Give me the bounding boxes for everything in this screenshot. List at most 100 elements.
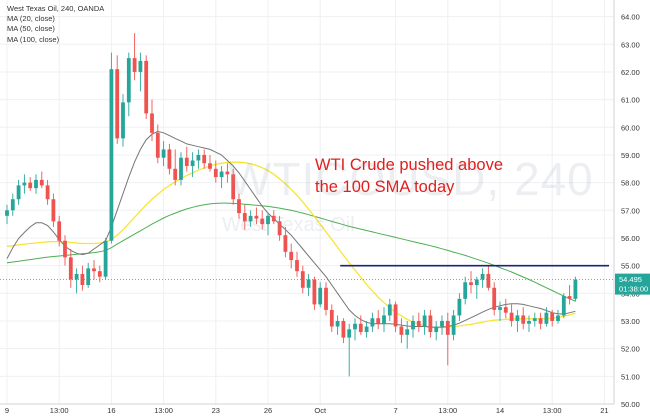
ma20-line <box>6 130 576 328</box>
candle-body <box>486 273 491 288</box>
candle-body <box>428 315 433 333</box>
chart-annotation: WTI Crude pushed above the 100 SMA today <box>315 154 503 198</box>
candle-body <box>515 315 520 321</box>
candle-body <box>370 318 375 327</box>
candle-body <box>155 132 160 158</box>
candle-body <box>544 312 549 324</box>
candlesticks <box>5 33 578 377</box>
candle-body <box>173 168 178 180</box>
candle-body <box>161 149 166 158</box>
ma50-line <box>6 161 576 329</box>
candle-body <box>480 273 485 280</box>
candle-body <box>399 326 404 335</box>
candle-body <box>283 235 288 252</box>
grid-lines <box>0 0 614 405</box>
candle-body <box>532 318 537 321</box>
last-price-value: 54.495 <box>619 275 642 284</box>
y-tick-label: 59.00 <box>621 151 640 160</box>
candle-body <box>190 160 195 167</box>
x-tick-label: 23 <box>212 406 220 415</box>
time-axis[interactable]: 9 13:00 16 13:00 23 26 Oct 7 13:00 14 13:00 21 <box>0 403 614 415</box>
candle-body <box>503 307 508 313</box>
candle-body <box>405 329 410 335</box>
candle-body <box>103 240 108 277</box>
candle-body <box>45 185 50 200</box>
x-tick-label: 13:00 <box>543 406 562 415</box>
candle-body <box>202 154 207 164</box>
last-price-badge <box>615 273 650 295</box>
candle-body <box>231 174 236 200</box>
y-tick-label: 52.00 <box>621 345 640 354</box>
annotation-line-1: WTI Crude pushed above <box>315 156 504 174</box>
candle-body <box>387 304 392 316</box>
candle-body <box>312 279 317 305</box>
candle-body <box>457 298 462 316</box>
candle-body <box>463 282 468 299</box>
candle-body <box>422 315 427 327</box>
x-tick-label: 9 <box>5 406 9 415</box>
candle-body <box>538 318 543 324</box>
candle-body <box>451 315 456 335</box>
candle-body <box>382 315 386 324</box>
y-tick-label: 62.00 <box>621 68 640 77</box>
candle-body <box>306 279 311 288</box>
watermark-description: West Texas Oil <box>222 214 355 236</box>
candle-body <box>474 279 479 286</box>
candle-body <box>329 309 334 327</box>
candle-body <box>300 271 305 288</box>
candle-body <box>167 149 172 169</box>
indicator-ma100[interactable]: MA (100, close) <box>7 34 60 44</box>
x-tick-label: 16 <box>107 406 115 415</box>
y-tick-label: 57.00 <box>621 206 640 215</box>
candle-body <box>492 287 497 310</box>
candle-body <box>260 218 265 225</box>
candle-body <box>22 182 27 186</box>
candle-body <box>34 179 38 189</box>
x-tick-label: 26 <box>264 406 272 415</box>
y-tick-label: 61.00 <box>621 96 640 105</box>
candle-body <box>138 60 143 72</box>
candle-body <box>498 307 502 310</box>
chart-legend: West Texas Oil, 240, OANDA MA (20, close… <box>7 4 104 45</box>
y-tick-label: 64.00 <box>621 13 640 22</box>
candle-body <box>225 171 230 175</box>
candle-body <box>434 326 439 333</box>
candle-body <box>16 185 21 200</box>
candle-body <box>213 168 218 178</box>
candle-body <box>556 315 560 321</box>
candle-body <box>550 312 555 321</box>
candle-body <box>144 60 149 114</box>
candle-body <box>376 318 381 324</box>
candle-body <box>115 69 120 139</box>
candle-body <box>527 320 531 324</box>
candle-body <box>254 215 259 219</box>
indicator-ma20[interactable]: MA (20, close) <box>7 14 55 24</box>
candle-body <box>68 257 73 280</box>
candle-body <box>353 323 357 330</box>
candle-body <box>561 296 566 316</box>
candle-body <box>51 199 56 222</box>
candle-body <box>5 210 9 216</box>
price-axis[interactable]: 50.0051.0052.0053.0054.0055.0056.0057.00… <box>613 0 650 409</box>
y-tick-label: 55.00 <box>621 262 640 271</box>
x-tick-label: 14 <box>496 406 504 415</box>
candle-body <box>28 182 33 189</box>
candle-body <box>74 273 79 280</box>
candle-body <box>196 154 201 161</box>
candle-body <box>219 171 224 178</box>
y-tick-label: 51.00 <box>621 372 640 381</box>
indicator-ma50[interactable]: MA (50, close) <box>7 24 55 34</box>
candle-body <box>335 320 340 327</box>
candle-body <box>358 323 363 333</box>
candle-body <box>445 320 450 335</box>
x-tick-label: Oct <box>314 406 327 415</box>
y-tick-label: 56.00 <box>621 234 640 243</box>
candle-body <box>121 102 125 139</box>
x-tick-label: 21 <box>600 406 608 415</box>
chart-title[interactable]: West Texas Oil, 240, OANDA <box>7 4 105 13</box>
candle-body <box>416 320 421 327</box>
moving-average-lines <box>6 130 576 329</box>
chart-overlay <box>0 264 614 281</box>
